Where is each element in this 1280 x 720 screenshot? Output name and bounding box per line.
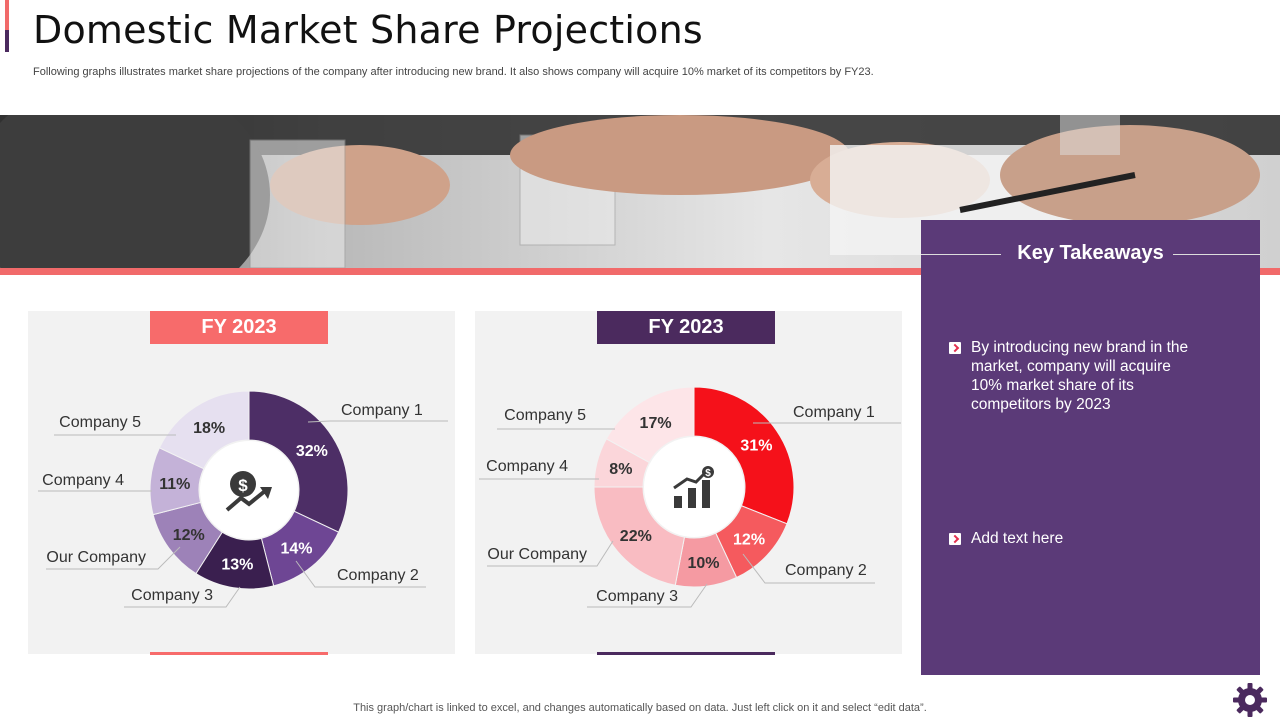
chevron-right-icon <box>949 342 961 354</box>
slice-value-label: 17% <box>640 415 672 432</box>
leader-line <box>46 546 181 570</box>
slice-value-label: 22% <box>620 528 652 545</box>
dollar-growth-icon: $ <box>225 471 272 512</box>
slice-value-label: 13% <box>221 557 253 574</box>
category-label: Company 3 <box>131 587 213 604</box>
chart-panel-right: FY 2023 31% 12% 10% 22% 8% 17% Company 1 Compan… <box>475 311 902 655</box>
category-label: Company 1 <box>793 404 875 421</box>
category-label: Company 2 <box>337 567 419 584</box>
category-label: Company 4 <box>486 458 568 475</box>
leader-line <box>307 420 448 423</box>
slice-value-label: 10% <box>687 555 719 572</box>
slice-value-label: 14% <box>280 540 312 557</box>
donut-slice-company-1 <box>248 390 349 533</box>
category-label: Company 3 <box>596 588 678 605</box>
slice-value-label: 12% <box>733 532 765 549</box>
category-label: Company 5 <box>59 414 141 431</box>
page-subtitle: Following graphs illustrates market shar… <box>33 66 874 78</box>
leader-line <box>587 583 708 608</box>
title-rule-right <box>1173 254 1260 255</box>
slice-value-label: 11% <box>159 476 190 493</box>
title-rule-left <box>921 254 1001 255</box>
gear-icon[interactable] <box>1232 682 1268 718</box>
category-label: Company 2 <box>785 562 867 579</box>
slice-value-label: 18% <box>193 420 225 437</box>
leader-line <box>295 560 426 588</box>
donut-slice-our-company <box>593 486 686 586</box>
donut-chart-right: 31% 12% 10% 22% 8% 17% Company 1 Company 2 Compa… <box>479 386 901 608</box>
key-takeaways-title: Key Takeaways <box>921 242 1260 265</box>
donut-chart-left: 32% 14% 13% 12% 11% 18% Company 1 Company 2 Comp… <box>38 390 448 608</box>
svg-text:$: $ <box>705 468 711 479</box>
chevron-right-icon <box>949 533 961 545</box>
slice-value-label: 12% <box>173 527 205 544</box>
category-label: Company 1 <box>341 402 423 419</box>
page-title: Domestic Market Share Projections <box>33 8 703 52</box>
leader-line <box>124 586 241 608</box>
footer-note: This graph/chart is linked to excel, and… <box>353 702 927 714</box>
leader-line <box>487 540 614 567</box>
slice-value-label: 31% <box>740 438 772 455</box>
category-label: Our Company <box>46 549 146 566</box>
svg-text:$: $ <box>238 476 248 495</box>
panel-bottom-accent <box>597 652 775 655</box>
category-label: Company 5 <box>504 407 586 424</box>
title-accent-mark <box>5 0 9 30</box>
donut-slice-company-1 <box>693 386 795 525</box>
leader-line <box>742 553 875 584</box>
donut-slice-company-5 <box>605 386 695 464</box>
key-takeaways-panel: Key Takeaways By introducing new brand i… <box>921 220 1260 675</box>
slice-value-label: 32% <box>296 443 328 460</box>
donut-slice-company-5 <box>158 390 250 470</box>
chart-panel-left: FY 2023 32% 14% 13% 12% 11% 18% Company 1 Compa… <box>28 311 455 655</box>
chart-title: FY 2023 <box>597 311 775 344</box>
category-label: Our Company <box>487 546 587 563</box>
slice-value-label: 8% <box>609 461 632 478</box>
chart-title: FY 2023 <box>150 311 328 344</box>
divider-line <box>0 268 1280 275</box>
panel-bottom-accent <box>150 652 328 655</box>
category-label: Company 4 <box>42 472 124 489</box>
bar-growth-icon: $ <box>673 466 714 508</box>
